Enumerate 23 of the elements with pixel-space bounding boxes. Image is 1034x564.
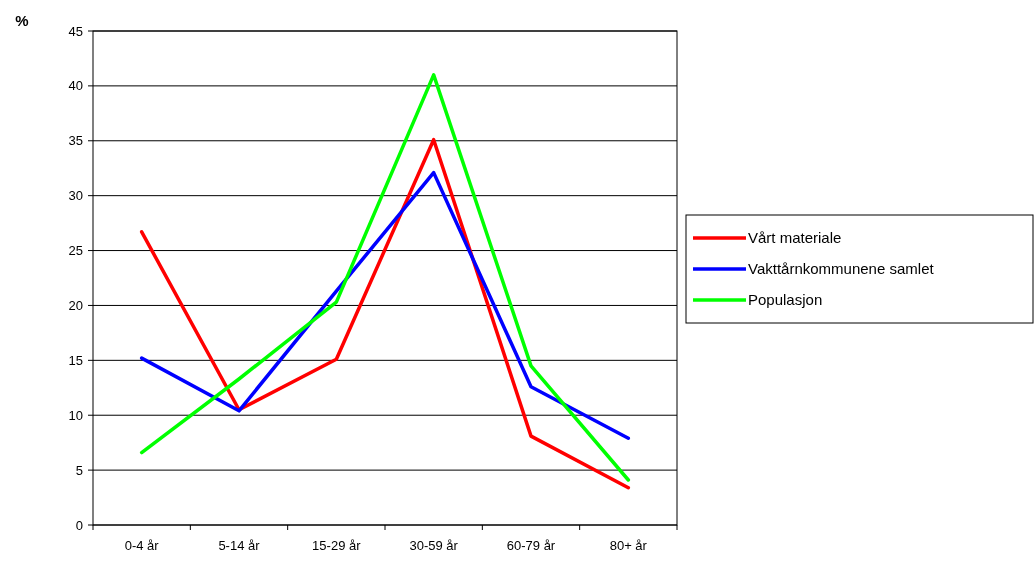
y-tick-label: 10 — [68, 407, 83, 423]
y-tick-label: 25 — [68, 243, 83, 259]
y-tick-label: 0 — [75, 517, 83, 533]
y-tick-label: 15 — [68, 352, 83, 368]
x-tick-label: 80+ år — [609, 538, 648, 553]
x-tick-label: 5-14 år — [218, 538, 261, 553]
legend-label: Vakttårnkommunene samlet — [748, 260, 935, 278]
line-series — [139, 73, 631, 482]
x-tick-label: 15-29 år — [312, 538, 362, 553]
line-series — [139, 170, 631, 441]
line-series — [139, 137, 631, 490]
x-tick-label: 0-4 år — [124, 538, 160, 553]
y-tick-label: 30 — [68, 188, 83, 204]
x-tick-label: 30-59 år — [409, 538, 459, 553]
y-tick-label: 35 — [68, 133, 83, 149]
legend-label: Vårt materiale — [748, 229, 842, 247]
y-axis-title: % — [15, 12, 29, 29]
y-tick-label: 40 — [68, 78, 83, 94]
y-tick-label: 20 — [68, 297, 83, 313]
y-tick-label: 5 — [75, 462, 83, 478]
legend-label: Populasjon — [748, 291, 823, 309]
x-tick-label: 60-79 år — [506, 538, 556, 553]
y-tick-label: 45 — [68, 23, 83, 39]
